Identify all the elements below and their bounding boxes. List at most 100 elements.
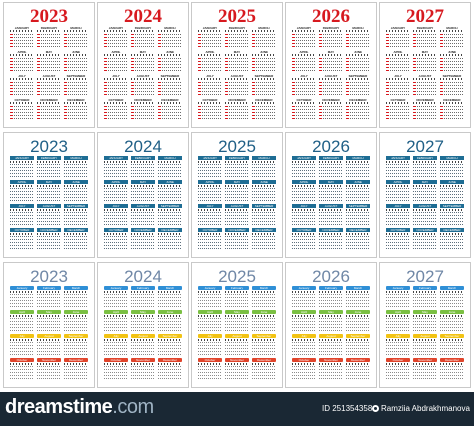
month-name: DECEMBER: [349, 98, 367, 102]
month-name: MAY: [45, 50, 53, 54]
month-block: JANUARY: [386, 156, 410, 177]
weekday-header: [104, 315, 128, 317]
weekday-header: [37, 161, 61, 163]
month-block: MAY: [131, 50, 155, 71]
month-block: NOVEMBER: [131, 228, 155, 249]
day-numbers: [413, 33, 437, 47]
weekday-header: [252, 291, 276, 293]
calendar-card-colorful-2024: 2024 January February March April May June July…: [97, 262, 189, 388]
month-name: May: [131, 310, 155, 314]
logo-tld-text: .com: [112, 396, 154, 418]
month-name: April: [386, 310, 410, 314]
month-block: APRIL: [198, 50, 222, 71]
month-block: NOVEMBER: [37, 98, 61, 119]
day-numbers: [252, 188, 276, 201]
day-numbers: [198, 57, 222, 71]
month-name: AUGUST: [131, 204, 155, 208]
month-block: July: [104, 334, 128, 355]
month-block: AUGUST: [225, 74, 249, 95]
day-numbers: [198, 212, 222, 225]
weekday-header: [319, 209, 343, 211]
day-numbers: [440, 188, 464, 201]
month-name: JULY: [292, 204, 316, 208]
month-block: November: [225, 358, 249, 379]
dreamstime-logo: dreamstime.com: [5, 396, 154, 419]
month-grid: January February March April May June July Augu…: [198, 286, 276, 379]
day-numbers: [386, 57, 410, 71]
weekday-header: [104, 30, 128, 32]
weekday-header: [104, 185, 128, 187]
day-numbers: [64, 366, 88, 379]
month-block: September: [252, 334, 276, 355]
day-numbers: [413, 318, 437, 331]
day-numbers: [198, 366, 222, 379]
weekday-header: [440, 363, 464, 365]
month-block: October: [198, 358, 222, 379]
weekday-header: [158, 102, 182, 104]
month-block: APRIL: [292, 180, 316, 201]
day-numbers: [413, 188, 437, 201]
month-name: SEPTEMBER: [160, 74, 180, 78]
month-block: JANUARY: [10, 26, 34, 47]
day-numbers: [104, 164, 128, 177]
month-name: APRIL: [17, 50, 27, 54]
day-numbers: [64, 342, 88, 355]
month-name: September: [158, 334, 182, 338]
month-name: November: [225, 358, 249, 362]
day-numbers: [10, 212, 34, 225]
year-title: 2023: [30, 137, 68, 156]
month-block: MAY: [131, 180, 155, 201]
month-name: September: [64, 334, 88, 338]
month-block: MAY: [37, 180, 61, 201]
sunday-column: [292, 32, 295, 47]
day-numbers: [413, 366, 437, 379]
day-numbers: [198, 236, 222, 249]
day-numbers: [37, 294, 61, 307]
weekday-header: [319, 30, 343, 32]
weekday-header: [440, 54, 464, 56]
month-block: OCTOBER: [104, 228, 128, 249]
weekday-header: [292, 363, 316, 365]
month-name: OCTOBER: [14, 98, 30, 102]
sunday-column: [440, 56, 443, 71]
weekday-header: [440, 185, 464, 187]
weekday-header: [198, 363, 222, 365]
day-numbers: [440, 33, 464, 47]
weekday-header: [346, 363, 370, 365]
day-numbers: [198, 318, 222, 331]
weekday-header: [37, 291, 61, 293]
sunday-column: [225, 56, 228, 71]
day-numbers: [104, 81, 128, 95]
weekday-header: [104, 102, 128, 104]
month-name: NOVEMBER: [134, 98, 152, 102]
month-block: MARCH: [64, 156, 88, 177]
month-block: November: [37, 358, 61, 379]
month-name: APRIL: [10, 180, 34, 184]
month-name: July: [10, 334, 34, 338]
weekday-header: [104, 209, 128, 211]
day-numbers: [413, 81, 437, 95]
month-block: December: [158, 358, 182, 379]
weekday-header: [440, 291, 464, 293]
month-name: MAY: [37, 180, 61, 184]
weekday-header: [131, 102, 155, 104]
day-numbers: [292, 81, 316, 95]
month-block: July: [292, 334, 316, 355]
day-numbers: [64, 57, 88, 71]
day-numbers: [225, 342, 249, 355]
month-block: MAY: [225, 50, 249, 71]
month-block: FEBRUARY: [37, 156, 61, 177]
month-block: February: [131, 286, 155, 307]
day-numbers: [10, 57, 34, 71]
sunday-column: [386, 32, 389, 47]
month-block: SEPTEMBER: [440, 204, 464, 225]
weekday-header: [10, 161, 34, 163]
day-numbers: [225, 33, 249, 47]
day-numbers: [198, 81, 222, 95]
month-block: MAY: [319, 180, 343, 201]
weekday-header: [440, 78, 464, 80]
day-numbers: [158, 81, 182, 95]
month-block: DECEMBER: [64, 98, 88, 119]
month-name: April: [198, 310, 222, 314]
month-block: MAY: [319, 50, 343, 71]
